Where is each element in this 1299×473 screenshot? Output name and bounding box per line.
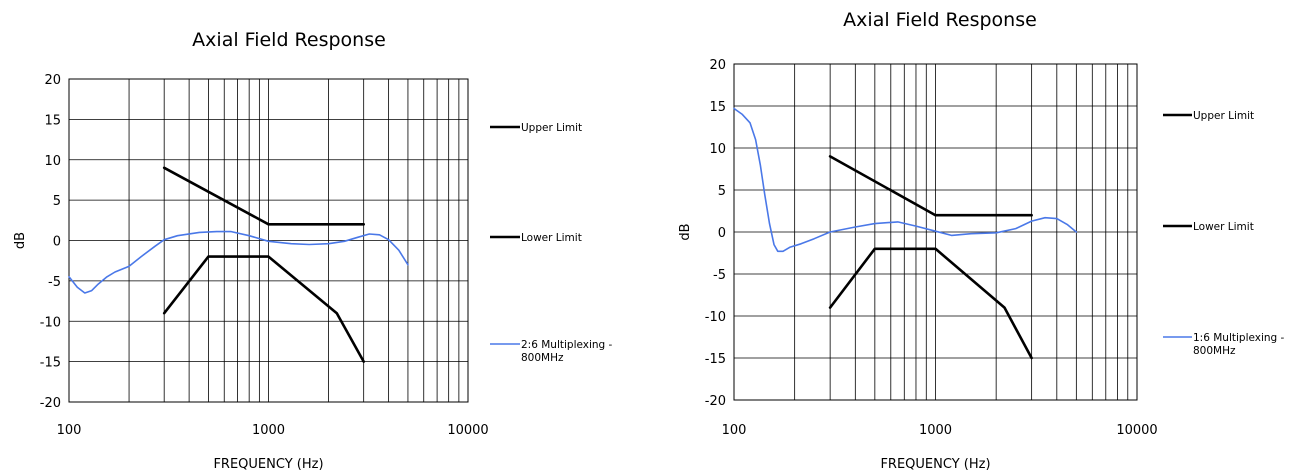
y-tick-label: 15 [709,100,726,115]
chart-left: 20 15 10 5 0 -5 -10 -15 -20 100 1000 10000 Axial Fie… [13,29,613,472]
x-tick-label: 10000 [447,423,488,438]
series-line-measured [68,230,409,294]
chart-title: Axial Field Response [843,9,1037,31]
x-tick-label: 10000 [1116,423,1157,438]
y-tick-label: 5 [53,194,61,209]
series-line-upper-limit [162,166,366,226]
y-tick-label: 20 [709,58,726,73]
y-tick-label: -15 [705,352,726,367]
y-tick-label: -20 [705,394,726,409]
x-tick-label: 1000 [252,423,285,438]
chart-title: Axial Field Response [192,29,386,51]
chart-right: 20 15 10 5 0 -5 -10 -15 -20 100 1000 10000 Axial Fie… [678,9,1285,472]
y-tick-label: -5 [713,268,726,283]
x-tick-label: 100 [722,423,747,438]
x-tick-label: 1000 [919,423,952,438]
legend-label: 1:6 Multiplexing -800MHz [1193,332,1285,357]
legend-label: Lower Limit [1193,221,1254,233]
legend-label: 2:6 Multiplexing -800MHz [521,339,613,364]
x-axis-label: FREQUENCY (Hz) [880,457,990,472]
y-tick-label: 10 [44,154,61,169]
x-axis-label: FREQUENCY (Hz) [213,457,323,472]
y-tick-label: 5 [718,184,726,199]
series-line-measured [733,107,1078,253]
legend-label: Upper Limit [1193,110,1254,122]
legend-label: Upper Limit [521,122,582,134]
y-tick-label: 15 [44,113,61,128]
y-tick-label: -5 [48,275,61,290]
x-tick-label: 100 [57,423,82,438]
y-tick-label: -10 [705,310,726,325]
y-tick-label: 10 [709,142,726,157]
series-line-upper-limit [828,155,1033,217]
y-tick-label: 0 [718,226,726,241]
series-line-lower-limit [828,247,1033,360]
legend-label: Lower Limit [521,232,582,244]
y-tick-label: 0 [53,235,61,250]
y-axis-label: dB [678,223,693,240]
y-tick-label: -20 [40,396,61,411]
y-axis-label: dB [13,232,28,249]
y-tick-label: -10 [40,315,61,330]
y-tick-label: 20 [44,73,61,88]
series-line-lower-limit [162,255,366,363]
y-tick-label: -15 [40,356,61,371]
